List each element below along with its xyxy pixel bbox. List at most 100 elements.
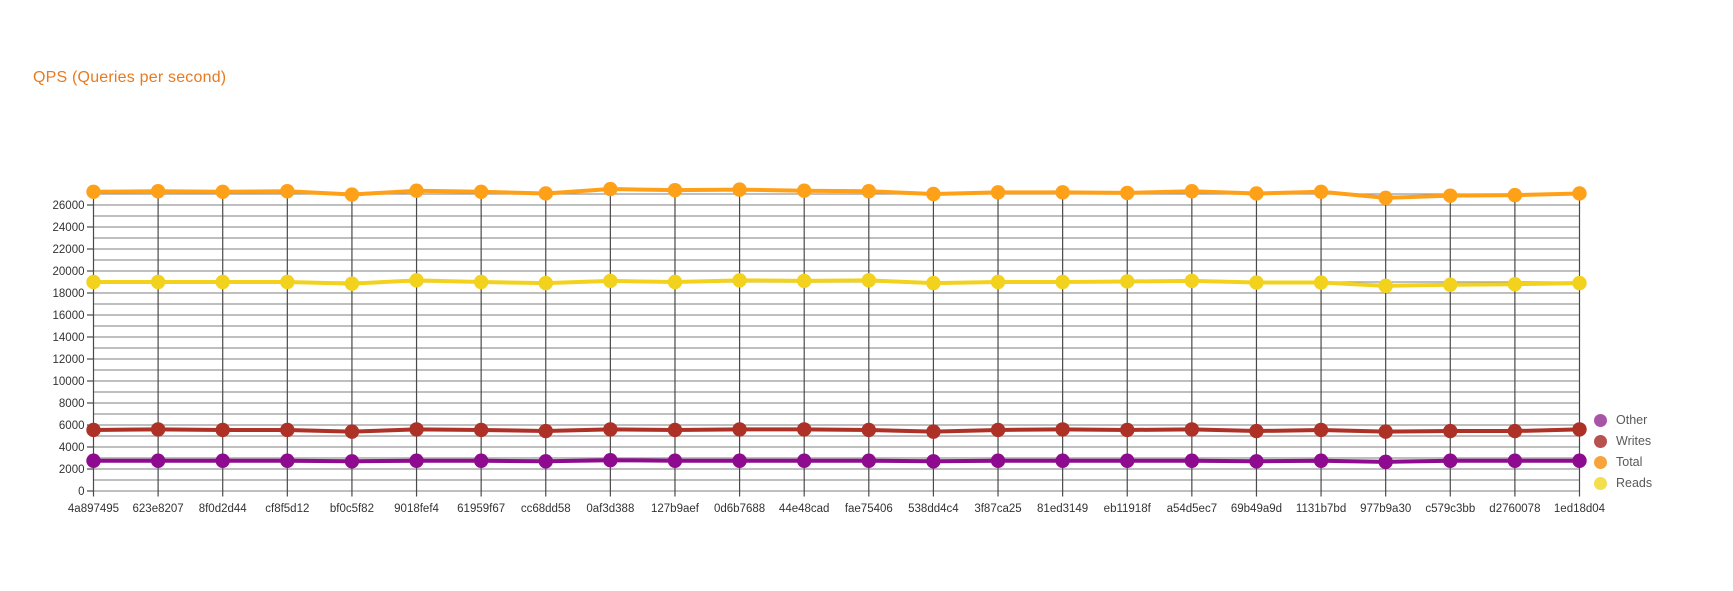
data-point-reads — [1443, 277, 1458, 292]
data-point-total — [1507, 187, 1523, 203]
y-axis-label: 0 — [78, 486, 84, 498]
data-point-total — [473, 184, 489, 199]
data-point-writes — [344, 424, 360, 439]
data-point-other — [1443, 453, 1458, 468]
x-axis-label: 3f87ca25 — [974, 503, 1021, 515]
data-point-writes — [1572, 422, 1587, 437]
y-axis-label: 14000 — [53, 332, 85, 344]
legend-item-reads[interactable]: Reads — [1594, 473, 1652, 494]
data-point-reads — [215, 274, 230, 290]
legend-label-total: Total — [1616, 455, 1643, 470]
x-axis-label: 44e48cad — [779, 503, 830, 515]
data-point-reads — [344, 276, 360, 291]
data-point-reads — [86, 274, 101, 290]
data-point-writes — [1120, 422, 1135, 438]
y-axis-label: 10000 — [53, 376, 85, 388]
y-axis-label: 4000 — [59, 442, 85, 454]
data-point-writes — [926, 424, 941, 439]
data-point-writes — [1507, 423, 1523, 439]
data-point-other — [603, 453, 618, 468]
x-axis-label: a54d5ec7 — [1167, 503, 1218, 515]
x-axis-label: 1131b7bd — [1296, 503, 1346, 515]
legend-marker-other-icon — [1594, 414, 1607, 427]
data-point-reads — [1055, 274, 1070, 290]
data-point-total — [1055, 185, 1070, 200]
y-axis-label: 26000 — [53, 200, 85, 212]
data-point-total — [603, 181, 618, 197]
x-axis-label: 8f0d2d44 — [199, 503, 248, 515]
data-point-reads — [1249, 275, 1264, 290]
data-point-total — [280, 184, 295, 199]
data-point-total — [732, 182, 747, 197]
chart-title: QPS (Queries per second) — [33, 69, 227, 86]
data-point-writes — [1055, 422, 1070, 437]
x-axis-label: 81ed3149 — [1037, 503, 1088, 515]
data-point-writes — [990, 422, 1006, 438]
data-point-total — [1120, 185, 1135, 201]
data-point-total — [1249, 186, 1264, 201]
legend-marker-total-icon — [1594, 456, 1607, 469]
data-point-total — [409, 183, 424, 198]
data-point-total — [86, 184, 101, 199]
x-axis-label: 1ed18d04 — [1554, 503, 1606, 515]
x-axis-label: 9018fef4 — [394, 503, 439, 515]
series-line-total — [91, 187, 1582, 200]
data-point-writes — [1313, 422, 1329, 438]
y-axis-label: 8000 — [59, 398, 85, 410]
chart-legend: Other Writes Total Reads — [1594, 410, 1652, 494]
data-point-other — [990, 453, 1006, 468]
data-point-total — [796, 183, 812, 198]
data-point-reads — [1120, 274, 1135, 289]
series-line-other — [91, 458, 1582, 464]
x-axis-label: cf8f5d12 — [265, 503, 309, 515]
data-point-writes — [86, 422, 101, 438]
legend-item-other[interactable]: Other — [1594, 410, 1652, 431]
x-axis-label: 623e8207 — [133, 503, 184, 515]
y-axis-label: 6000 — [59, 420, 85, 432]
x-axis-label: 0d6b7688 — [714, 503, 765, 515]
data-point-writes — [538, 423, 553, 439]
data-point-reads — [409, 273, 424, 288]
x-axis-label: 977b9a30 — [1360, 503, 1411, 515]
x-axis-label: 538dd4c4 — [908, 503, 959, 515]
data-point-other — [1249, 454, 1264, 469]
data-point-total — [1443, 188, 1458, 203]
data-point-writes — [667, 422, 683, 438]
y-axis-label: 2000 — [59, 464, 85, 476]
data-point-reads — [538, 275, 553, 291]
y-axis-label: 12000 — [53, 354, 85, 366]
data-point-writes — [150, 422, 166, 437]
legend-item-writes[interactable]: Writes — [1594, 431, 1652, 452]
x-axis-label: 0af3d388 — [586, 503, 634, 515]
data-point-writes — [1184, 422, 1200, 437]
data-point-total — [990, 185, 1006, 200]
data-point-writes — [1249, 423, 1264, 439]
data-point-writes — [409, 422, 424, 437]
data-point-other — [280, 453, 295, 468]
data-point-reads — [1378, 278, 1393, 294]
data-point-other — [1378, 454, 1393, 470]
data-point-other — [1184, 453, 1200, 468]
data-point-other — [926, 454, 941, 469]
data-point-total — [926, 186, 941, 202]
data-point-reads — [926, 275, 941, 291]
data-point-total — [861, 184, 877, 199]
data-point-other — [732, 453, 747, 468]
y-axis-label: 18000 — [53, 288, 85, 300]
x-axis-label: cc68dd58 — [521, 503, 571, 515]
y-axis-label: 22000 — [53, 244, 85, 256]
data-point-writes — [861, 422, 877, 438]
legend-item-total[interactable]: Total — [1594, 452, 1652, 473]
data-point-writes — [473, 422, 489, 438]
data-point-other — [796, 453, 812, 468]
y-axis-label: 20000 — [53, 266, 85, 278]
x-axis-label: c579c3bb — [1425, 503, 1475, 515]
data-point-other — [86, 453, 101, 468]
data-point-other — [1507, 453, 1523, 468]
data-point-reads — [990, 274, 1006, 290]
data-point-writes — [215, 422, 230, 438]
data-point-other — [861, 453, 877, 468]
data-point-other — [150, 453, 166, 468]
legend-label-other: Other — [1616, 413, 1648, 428]
data-point-other — [1055, 453, 1070, 468]
